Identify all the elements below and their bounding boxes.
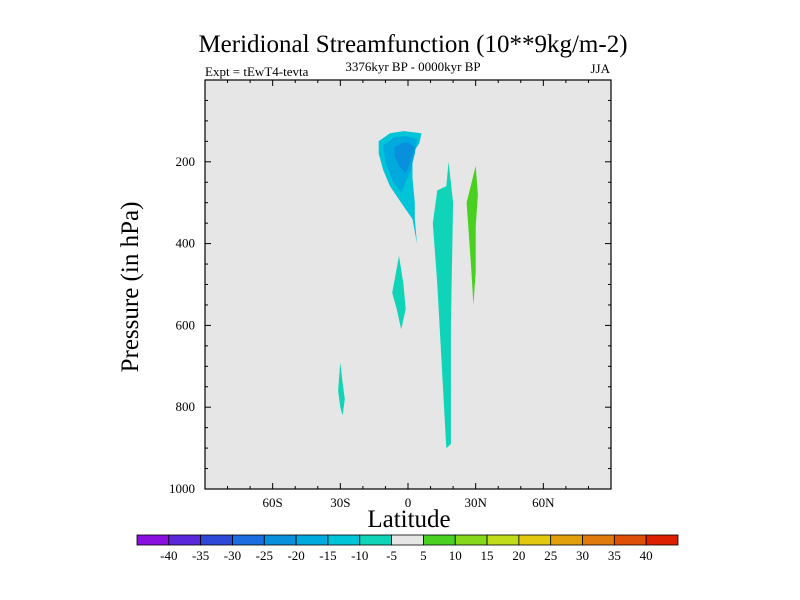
colorbar-box: [454, 534, 488, 546]
colorbar-label: -40: [160, 548, 177, 563]
colorbar-box: [423, 534, 456, 546]
colorbar-box: [486, 534, 520, 546]
y-axis-label: Pressure (in hPa): [117, 202, 144, 373]
colorbar-box: [613, 534, 647, 546]
time-range-label: 3376kyr BP - 0000kyr BP: [345, 59, 480, 74]
experiment-label: Expt = tEwT4-tevta: [205, 64, 309, 79]
southern-lower-negative-patch: [338, 362, 345, 416]
colorbar-box: [136, 534, 170, 546]
x-tick-label: 60N: [532, 495, 555, 510]
y-tick-label: 1000: [169, 481, 195, 496]
colorbar-box: [200, 534, 233, 546]
y-tick-label: 800: [176, 399, 196, 414]
y-tick-label: 600: [176, 317, 196, 332]
chart-title: Meridional Streamfunction (10**9kg/m-2): [198, 31, 627, 58]
x-tick-label: 0: [405, 495, 412, 510]
colorbar-label: 10: [449, 548, 462, 563]
colorbar-label: -5: [386, 548, 397, 563]
southern-subtropical-negative-cell-core: [394, 142, 415, 174]
x-tick-label: 30S: [330, 495, 350, 510]
tropical-negative-patch: [392, 255, 406, 330]
y-tick-label: 200: [176, 154, 196, 169]
colorbar-box: [263, 534, 297, 546]
y-tick-label: 400: [176, 236, 196, 251]
colorbar-label: 20: [512, 548, 525, 563]
x-tick-label: 30N: [464, 495, 487, 510]
plot-frame: [204, 79, 612, 490]
season-label: JJA: [590, 61, 610, 76]
colorbar-box: [645, 534, 679, 546]
colorbar-label: 25: [544, 548, 557, 563]
colorbar-box: [391, 534, 424, 546]
contour-regions: [338, 131, 478, 449]
colorbar-label: 35: [608, 548, 621, 563]
colorbar-label: -25: [256, 548, 273, 563]
colorbar-label: -10: [351, 548, 368, 563]
colorbar-label: -20: [287, 548, 304, 563]
colorbar-label: -30: [224, 548, 241, 563]
colorbar-box: [359, 534, 392, 546]
northern-positive-patch: [466, 165, 478, 305]
equatorial-negative-column: [432, 161, 454, 449]
colorbar-box: [295, 534, 329, 546]
colorbar: -40 -35 -30 -25 -20 -15 -10 -5 5 10 15 20 25 30 35 40: [136, 534, 679, 563]
x-axis-label: Latitude: [367, 506, 450, 533]
colorbar-box: [518, 534, 552, 546]
colorbar-box: [327, 534, 361, 546]
colorbar-box: [168, 534, 202, 546]
x-tick-label: 60S: [263, 495, 283, 510]
colorbar-label: -15: [319, 548, 336, 563]
colorbar-box: [582, 534, 615, 546]
colorbar-label: -35: [192, 548, 209, 563]
colorbar-box: [550, 534, 583, 546]
colorbar-box: [232, 534, 265, 546]
colorbar-label: 30: [576, 548, 589, 563]
colorbar-label: 15: [481, 548, 494, 563]
colorbar-label: 5: [420, 548, 427, 563]
colorbar-label: 40: [640, 548, 653, 563]
